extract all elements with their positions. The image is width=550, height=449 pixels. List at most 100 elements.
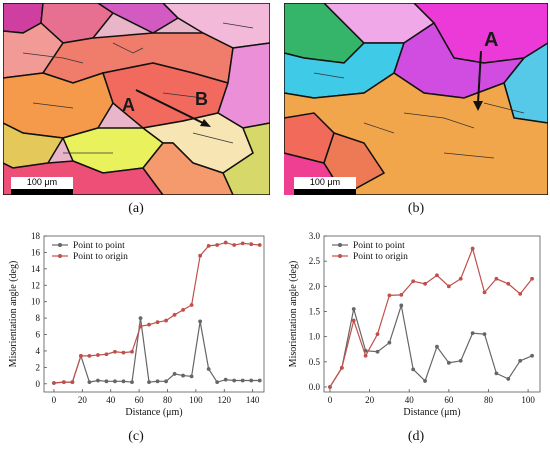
legend-label: Point to origin — [353, 252, 408, 262]
data-point — [130, 380, 134, 385]
data-point — [181, 373, 185, 378]
y-tick-label: 2.0 — [309, 281, 321, 291]
data-point — [257, 243, 262, 247]
data-point — [257, 378, 262, 383]
data-point — [240, 241, 245, 246]
y-tick-label: 2 — [36, 362, 41, 372]
data-point — [87, 353, 92, 358]
data-point — [249, 242, 254, 247]
legend-marker — [338, 243, 342, 247]
data-point — [164, 379, 168, 384]
data-point — [206, 243, 211, 248]
data-point — [482, 332, 487, 337]
arrow-head-icon — [473, 101, 483, 111]
data-point — [387, 293, 392, 298]
misorientation-chart-d: 0 20 40 60 80 100 0.0 0.5 1.0 1.5 2.0 2.5 3.0 Distanc… — [288, 231, 541, 418]
orientation-map-b-image — [284, 3, 548, 195]
data-point — [223, 377, 228, 382]
data-point — [494, 371, 499, 376]
data-point — [121, 350, 126, 355]
data-point — [470, 331, 475, 336]
y-tick-label: 0.5 — [309, 357, 321, 367]
data-point — [138, 316, 143, 321]
x-tick-label: 0 — [52, 395, 57, 405]
data-point — [518, 291, 523, 296]
data-point — [240, 378, 245, 383]
legend-label: Point to origin — [73, 252, 128, 262]
legend-label: Point to point — [73, 241, 125, 251]
orientation-map-a-image — [3, 3, 270, 195]
x-tick-label: 60 — [444, 395, 454, 405]
caption-d: (d) — [407, 429, 425, 444]
x-tick-label: 60 — [135, 395, 145, 405]
data-point — [223, 240, 228, 245]
data-point — [164, 318, 168, 323]
orientation-map-a: A B 100 μm — [3, 3, 270, 195]
y-tick-label: 1.5 — [309, 306, 321, 316]
y-tick-label: 6 — [36, 330, 41, 340]
y-tick-label: 18 — [31, 231, 41, 241]
data-point — [113, 349, 117, 354]
y-tick-label: 14 — [31, 264, 41, 274]
data-point — [79, 353, 83, 358]
data-point — [423, 379, 427, 383]
misorientation-chart-c: 0 20 40 60 80 100 120 140 0 2 4 6 8 10 12 14 16 18 Distanc… — [8, 231, 265, 418]
x-tick-label: 80 — [163, 395, 173, 405]
caption-a: (a) — [128, 201, 144, 216]
data-point — [506, 377, 511, 381]
data-point — [147, 380, 151, 385]
y-tick-label: 3.0 — [309, 231, 321, 241]
y-tick-label: 1.0 — [309, 332, 321, 342]
y-tick-label: 4 — [36, 346, 41, 356]
data-point — [387, 340, 392, 345]
data-point — [506, 281, 511, 286]
data-point — [399, 303, 404, 308]
legend-label: Point to point — [353, 241, 405, 251]
data-point — [181, 307, 185, 312]
data-point — [328, 385, 332, 389]
data-point — [155, 379, 160, 384]
x-tick-label: 40 — [405, 395, 415, 405]
data-point — [198, 319, 203, 324]
data-point — [104, 352, 109, 357]
data-point — [351, 307, 356, 311]
data-point — [446, 284, 451, 289]
legend-marker — [338, 254, 342, 258]
data-point — [411, 367, 416, 372]
x-tick-label: 40 — [106, 395, 116, 405]
data-point — [470, 246, 475, 251]
y-axis-label: Misorientation angle (deg) — [8, 261, 19, 368]
data-point — [482, 290, 487, 295]
series-line — [53, 318, 260, 384]
arrow-head-icon — [200, 119, 211, 127]
y-axis-label: Misorientation angle (deg) — [288, 261, 299, 368]
data-point — [458, 358, 463, 363]
y-tick-label: 0.0 — [309, 382, 321, 392]
data-point — [215, 380, 220, 385]
scale-bar-b-label: 100 μm — [309, 177, 341, 187]
data-point — [121, 379, 126, 384]
data-point — [172, 372, 177, 376]
point-a-label: A — [122, 95, 135, 115]
y-tick-label: 16 — [31, 247, 41, 257]
data-point — [155, 320, 160, 325]
data-point — [399, 292, 404, 297]
data-point — [104, 379, 109, 384]
plot-frame — [323, 235, 541, 393]
data-point — [147, 322, 151, 327]
data-point — [130, 349, 134, 354]
data-point — [458, 276, 463, 281]
caption-c: (c) — [128, 429, 144, 444]
profile-line-a — [477, 50, 482, 104]
data-point — [172, 312, 177, 317]
data-point — [232, 378, 237, 383]
x-tick-label: 20 — [78, 395, 88, 405]
data-point — [375, 332, 380, 337]
y-tick-label: 0 — [36, 379, 41, 389]
x-tick-label: 140 — [246, 395, 260, 405]
legend-marker — [58, 254, 62, 258]
data-point — [249, 378, 254, 383]
scale-bar-a: 100 μm — [11, 177, 73, 195]
data-point — [435, 273, 439, 278]
data-point — [530, 353, 534, 358]
